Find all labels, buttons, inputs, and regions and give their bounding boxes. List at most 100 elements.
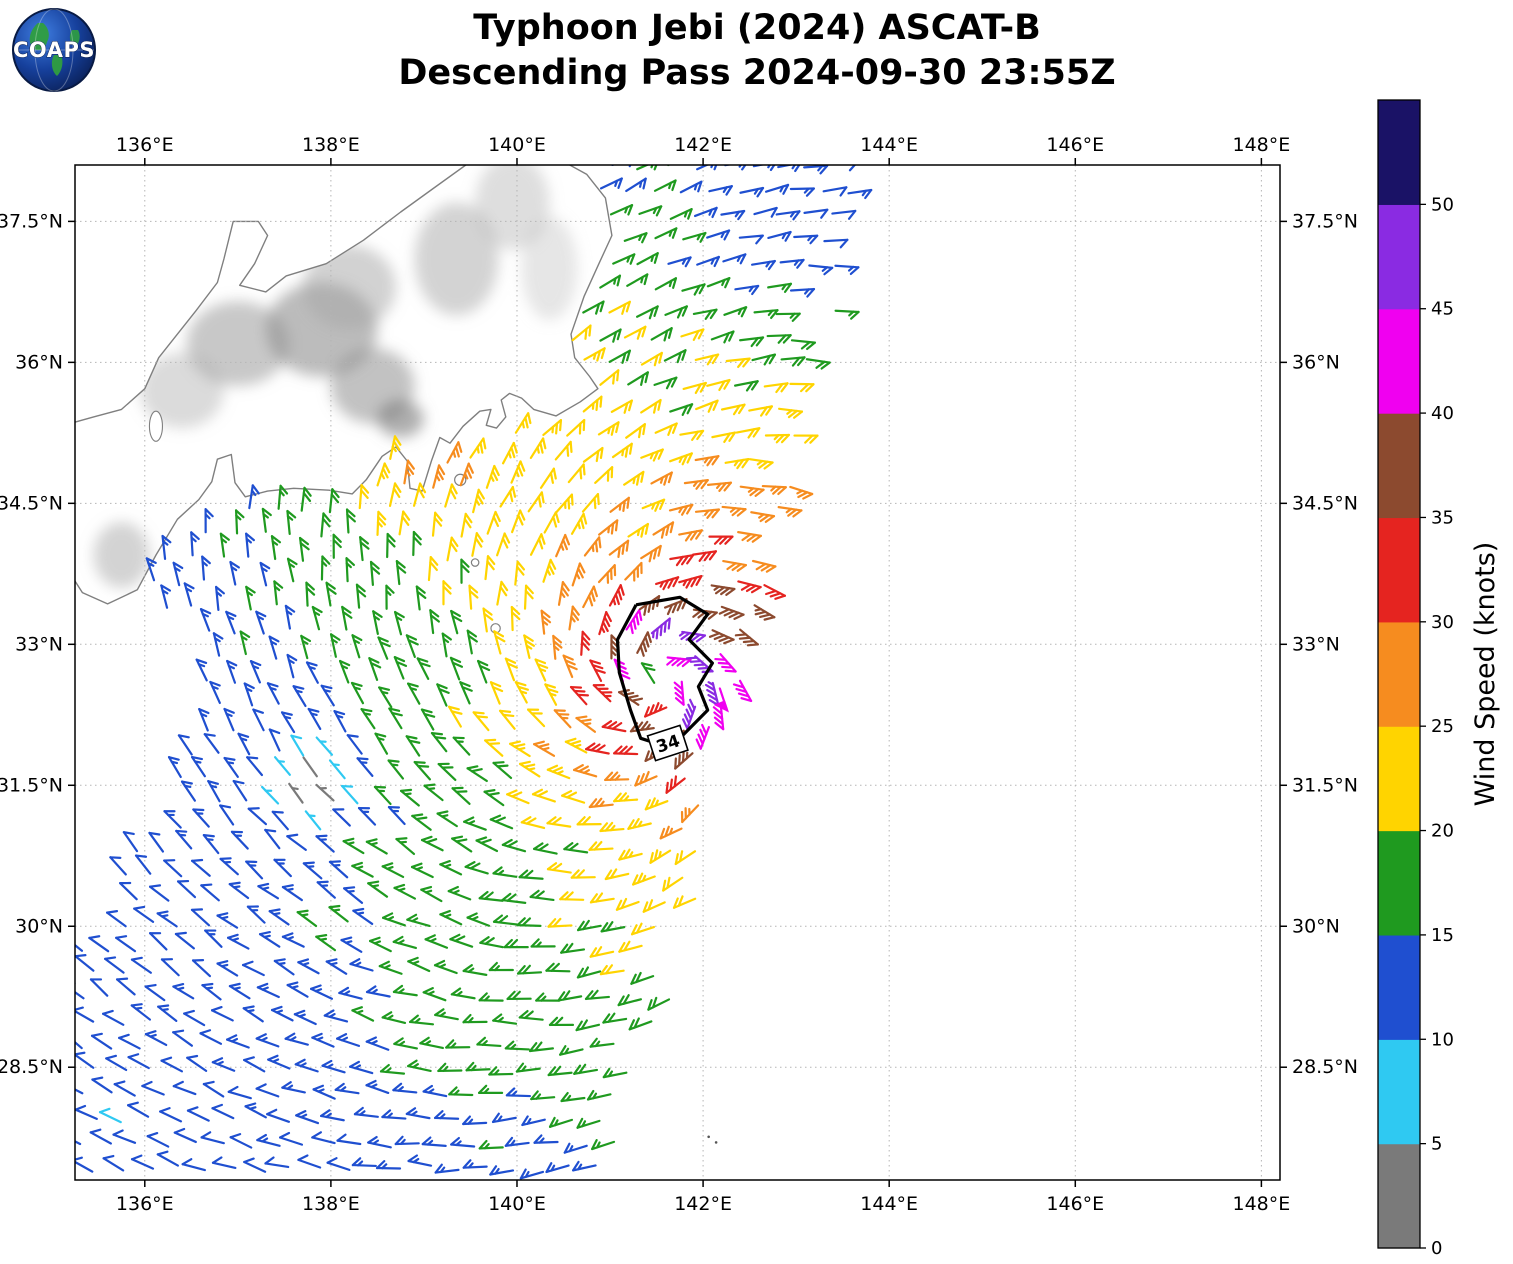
wind-barb xyxy=(665,775,686,794)
lat-tick-label: 34.5°N xyxy=(0,492,63,514)
wind-barb xyxy=(576,919,602,932)
wind-barb xyxy=(669,452,693,466)
wind-barb xyxy=(106,910,127,928)
wind-barb xyxy=(381,862,405,879)
wind-barb xyxy=(353,1106,379,1118)
wind-barb xyxy=(419,1036,444,1050)
wind-barb xyxy=(367,1135,392,1149)
lon-tick-label: 146°E xyxy=(1046,134,1104,156)
wind-barb xyxy=(831,209,857,220)
wind-barb xyxy=(257,882,280,900)
wind-barb xyxy=(281,1081,306,1094)
wind-barb xyxy=(346,734,363,755)
wind-barb xyxy=(664,305,688,319)
wind-barb xyxy=(518,869,544,880)
wind-barb xyxy=(588,840,614,851)
lat-tick-label: 36°N xyxy=(15,351,63,373)
wind-barb xyxy=(127,1101,150,1118)
wind-barb xyxy=(286,509,297,536)
wind-barb xyxy=(320,512,331,538)
wind-barb xyxy=(640,448,664,462)
wind-barb xyxy=(679,429,705,441)
wind-barb xyxy=(732,679,753,703)
wind-barb xyxy=(98,1107,122,1124)
wind-barb xyxy=(489,1165,515,1176)
wind-barb xyxy=(273,958,295,976)
wind-barb xyxy=(350,681,365,705)
wind-barb xyxy=(300,486,312,512)
wind-barb xyxy=(315,834,335,853)
wind-barb xyxy=(588,797,614,809)
wind-barb xyxy=(823,238,849,249)
wind-barb xyxy=(582,585,598,609)
wind-barb xyxy=(553,709,572,729)
wind-barb xyxy=(514,412,532,434)
wind-barb xyxy=(654,227,678,240)
wind-barb xyxy=(672,895,697,909)
wind-barb xyxy=(604,868,630,881)
wind-barb xyxy=(130,1154,155,1170)
wind-barb xyxy=(748,458,774,470)
wind-barb xyxy=(599,274,622,289)
wind-barb xyxy=(320,1109,345,1122)
wind-barb xyxy=(255,610,267,635)
wind-barb xyxy=(444,483,458,508)
wind-barb xyxy=(599,177,623,190)
wind-barb xyxy=(284,604,296,630)
wind-barb xyxy=(555,493,574,514)
wind-barb xyxy=(627,818,652,830)
wind-barb xyxy=(448,705,463,728)
colorbar-bin xyxy=(1378,100,1420,205)
lat-tick-label: 37.5°N xyxy=(0,210,63,232)
contour-label: 34 xyxy=(646,724,689,762)
wind-barb xyxy=(834,264,860,275)
wind-barb xyxy=(539,467,557,489)
wind-barb xyxy=(634,770,658,787)
lon-tick-label: 136°E xyxy=(116,134,174,156)
plot-title: Typhoon Jebi (2024) ASCAT-B Descending P… xyxy=(398,6,1115,96)
wind-barb xyxy=(405,1107,431,1120)
wind-barb xyxy=(484,555,496,581)
wind-barb xyxy=(694,353,720,366)
wind-barb xyxy=(420,835,444,852)
wind-barb xyxy=(343,886,364,904)
wind-barb xyxy=(439,909,463,926)
wind-barb xyxy=(566,418,586,437)
wind-barb xyxy=(259,561,271,587)
wind-barb xyxy=(668,503,694,516)
wind-barb xyxy=(559,1045,584,1056)
wind-barb xyxy=(641,498,666,512)
wind-barb xyxy=(173,1127,197,1144)
wind-barb xyxy=(160,1056,184,1073)
wind-barb xyxy=(408,1014,435,1026)
wind-barb xyxy=(351,634,363,659)
wind-barb xyxy=(325,958,348,975)
wind-barb xyxy=(542,419,563,437)
wind-barb xyxy=(439,859,463,876)
wind-barb xyxy=(529,889,555,902)
wind-radius-contour xyxy=(615,595,714,747)
wind-barb xyxy=(160,584,172,609)
wind-barb xyxy=(281,932,305,948)
colorbar-bin xyxy=(1378,830,1420,936)
wind-barb xyxy=(472,711,490,732)
wind-barb xyxy=(201,982,222,1001)
wind-barb xyxy=(315,934,337,952)
wind-barb xyxy=(261,507,272,533)
wind-barb xyxy=(341,784,359,805)
wind-barb xyxy=(392,935,417,950)
wind-barb xyxy=(388,482,402,508)
wind-barb xyxy=(297,958,320,975)
wind-barb xyxy=(548,1116,574,1128)
wind-barb xyxy=(284,1032,309,1046)
wind-barb xyxy=(204,929,223,948)
wind-barb xyxy=(329,633,341,658)
wind-barb xyxy=(133,905,155,923)
wind-barb xyxy=(118,1033,141,1050)
wind-barb xyxy=(496,580,509,606)
wind-barb xyxy=(452,736,471,756)
wind-barb xyxy=(186,1054,208,1072)
wind-barb xyxy=(555,533,571,558)
wind-barb xyxy=(803,208,829,219)
wind-barb xyxy=(638,205,663,217)
